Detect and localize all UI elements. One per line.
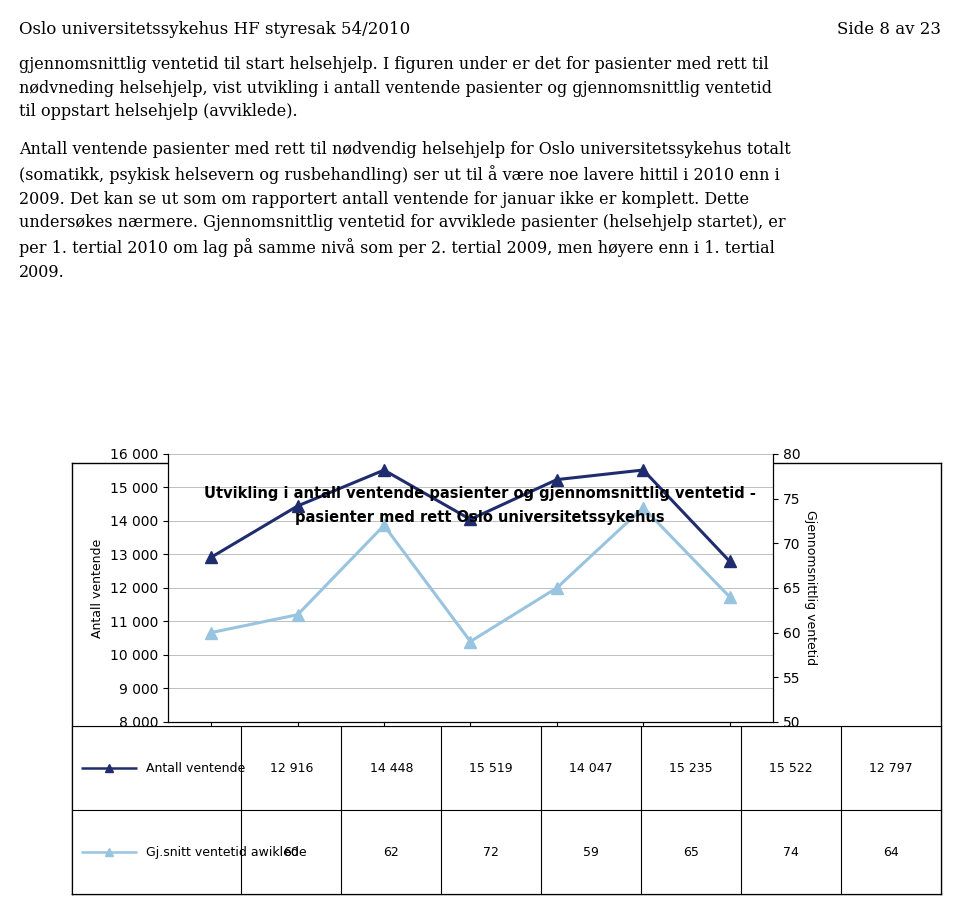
Y-axis label: Antall ventende: Antall ventende	[91, 538, 105, 637]
Text: gjennomsnittlig ventetid til start helsehjelp. I figuren under er det for pasien: gjennomsnittlig ventetid til start helse…	[19, 56, 772, 120]
Text: 64: 64	[883, 846, 899, 859]
Text: 14 047: 14 047	[569, 762, 612, 775]
Text: 14 448: 14 448	[370, 762, 413, 775]
Text: 60: 60	[283, 846, 300, 859]
Text: 72: 72	[483, 846, 499, 859]
Text: 62: 62	[383, 846, 399, 859]
Text: Antall ventende pasienter med rett til nødvendig helsehjelp for Oslo universitet: Antall ventende pasienter med rett til n…	[19, 141, 791, 281]
Text: 15 522: 15 522	[769, 762, 813, 775]
Text: 12 797: 12 797	[869, 762, 913, 775]
Text: Antall ventende: Antall ventende	[146, 762, 245, 775]
Text: 12 916: 12 916	[270, 762, 313, 775]
Text: Side 8 av 23: Side 8 av 23	[837, 21, 941, 38]
Text: 74: 74	[783, 846, 799, 859]
Text: Oslo universitetssykehus HF styresak 54/2010: Oslo universitetssykehus HF styresak 54/…	[19, 21, 411, 38]
Text: Utvikling i antall ventende pasienter og gjennomsnittlig ventetid -: Utvikling i antall ventende pasienter og…	[204, 486, 756, 501]
Text: pasienter med rett Oslo universitetssykehus: pasienter med rett Oslo universitetssyke…	[295, 510, 665, 526]
Text: Gj.snitt ventetid awiklede: Gj.snitt ventetid awiklede	[146, 846, 306, 859]
Text: 15 235: 15 235	[669, 762, 713, 775]
Text: 59: 59	[583, 846, 599, 859]
Text: 65: 65	[684, 846, 699, 859]
Y-axis label: Gjennomsnittlig ventetid: Gjennomsnittlig ventetid	[804, 510, 817, 666]
Text: 15 519: 15 519	[469, 762, 513, 775]
